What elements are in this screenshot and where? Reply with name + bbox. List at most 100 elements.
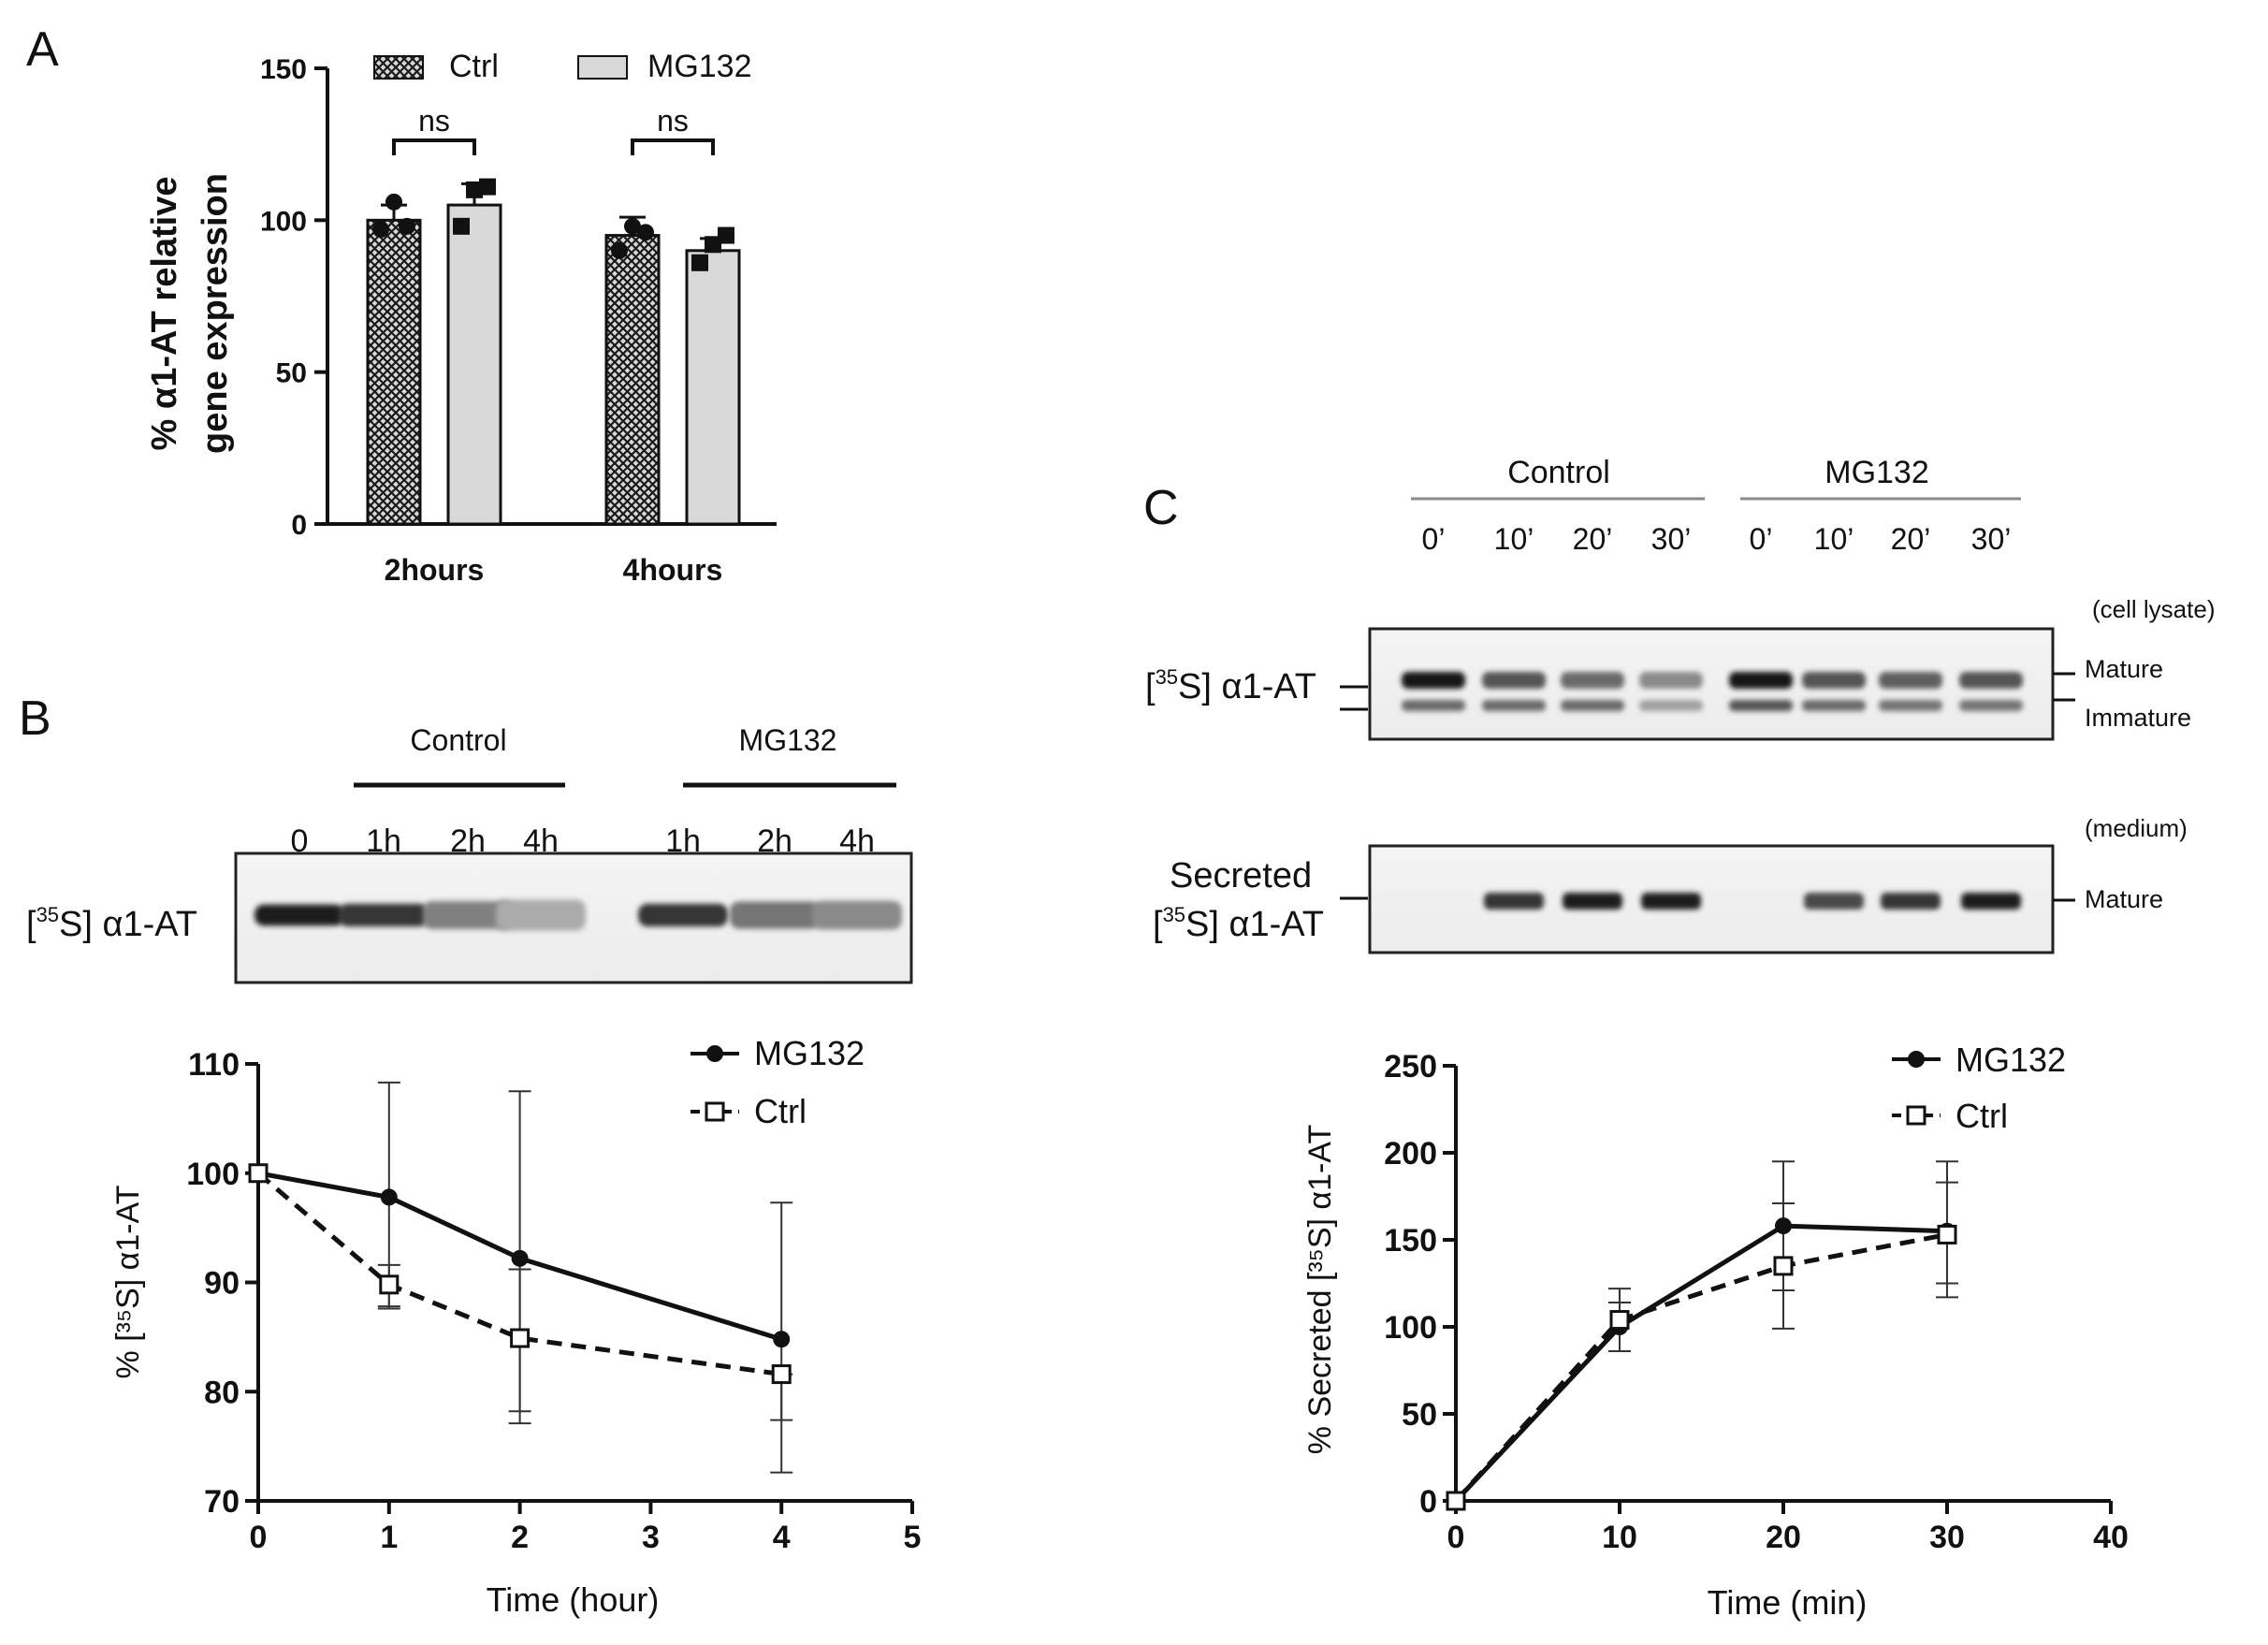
gel-b-lane-label: 0 <box>291 823 309 859</box>
legend-b: MG132 Ctrl <box>691 1034 865 1130</box>
point-ctrl-a <box>399 217 415 235</box>
y-axis-label-a-line1: % α1-AT relative <box>145 177 184 451</box>
gel-c-lysate-immature-label: Immature <box>2085 704 2191 732</box>
series-line-mg132 <box>1454 1223 1948 1503</box>
gel-c-lane-labels: 0’ 10’ 20’ 30’ 0’ 10’ 20’ 30’ <box>1422 522 2012 556</box>
gel-b-band <box>423 901 513 929</box>
point-mg132-a <box>479 178 496 196</box>
significance-bracket-a <box>631 138 715 155</box>
point-ctrl-a <box>385 193 402 211</box>
series-line-mg132 <box>257 1171 782 1342</box>
gel-c-lysate-frame <box>1368 627 2055 741</box>
gel-b-row-label: [35S] α1-AT <box>26 903 197 944</box>
x-tick-label: 10 <box>1602 1520 1637 1555</box>
y-tick-label: 150 <box>1384 1223 1437 1259</box>
legend-c-label-ctrl: Ctrl <box>1955 1097 2008 1135</box>
gel-c-lysate-immature-band <box>1959 700 2023 711</box>
gel-c-lysate-immature-band <box>1402 700 1465 711</box>
x-tick-label-a: 2hours <box>385 553 485 587</box>
panel-label-b: B <box>19 691 51 746</box>
legend-b-marker-ctrl <box>705 1101 725 1122</box>
x-axis-labels-a: 2hours 4hours <box>385 553 723 587</box>
gel-c-lysate-immature-band <box>1482 700 1546 711</box>
y-tick-label: 100 <box>1384 1310 1437 1346</box>
gel-c-lysate-immature-band <box>1639 700 1703 711</box>
gel-c-lane-label: 10’ <box>1814 522 1854 556</box>
gel-c-lysate-mature-band <box>1959 672 2023 689</box>
gel-b-bands <box>254 899 902 931</box>
gel-c-medium-band <box>1484 893 1544 910</box>
gel-b-band <box>339 903 429 927</box>
gel-c-medium-row-label-2: [35S] α1-AT <box>1153 903 1324 944</box>
point-ctrl-a <box>624 217 641 235</box>
y-tick-label: 70 <box>204 1484 240 1520</box>
bar-ctrl-2hours <box>366 218 422 526</box>
y-tick-label: 80 <box>204 1375 240 1410</box>
gel-c-lane-label: 30’ <box>1971 522 2012 556</box>
significance-label-a: ns <box>657 104 689 138</box>
bars-a <box>366 178 741 526</box>
point-mg132-a <box>466 181 483 198</box>
gel-c-medium-condition: (medium) <box>2085 814 2188 842</box>
gel-c-lane-label: 0’ <box>1422 522 1446 556</box>
series-line-ctrl <box>256 1171 782 1377</box>
significance-label-a: ns <box>418 104 450 138</box>
gel-c-lane-label: 0’ <box>1750 522 1773 556</box>
y-tick-label: 250 <box>1384 1049 1437 1085</box>
x-tick-label: 40 <box>2093 1520 2129 1555</box>
gel-b: Control MG132 0 1h 2h 4h 1h 2h 4h [35S] α1-AT <box>26 723 913 984</box>
gel-b-group-mg132: MG132 <box>739 723 837 757</box>
y-axis-label-b: % [³⁵S] α1-AT <box>110 1186 146 1379</box>
gel-c-lane-label: 10’ <box>1494 522 1534 556</box>
gel-c-lane-label: 20’ <box>1891 522 1931 556</box>
legend-b-marker-mg132 <box>706 1045 723 1062</box>
gel-c-lysate-immature-band <box>1879 700 1942 711</box>
x-axis-label-b: Time (hour) <box>487 1580 660 1619</box>
y-axis-label-a-line2: gene expression <box>196 173 235 454</box>
gel-c-medium-band <box>1961 893 2021 910</box>
legend-a: Ctrl MG132 <box>373 49 752 84</box>
legend-swatch-ctrl <box>373 55 424 80</box>
series-b <box>248 1081 793 1474</box>
gel-c-lysate-mature-band <box>1561 672 1624 689</box>
gel-c-medium-row-label-1: Secreted <box>1170 856 1312 895</box>
x-tick-label: 3 <box>642 1520 660 1555</box>
point-mg132-a <box>691 254 708 271</box>
y-tick-label: 110 <box>188 1047 240 1083</box>
marker-ctrl <box>510 1328 531 1348</box>
y-tick-label: 50 <box>1402 1397 1437 1433</box>
point-ctrl-a <box>637 224 654 241</box>
gel-c-lysate-mature-label: Mature <box>2085 655 2163 683</box>
gel-c: Control MG132 0’ 10’ 20’ 30’ 0’ 10’ 20’ 30’ (ce… <box>1145 455 2215 954</box>
series-line-ctrl <box>1454 1231 1948 1503</box>
gel-c-lysate-mature-band <box>1482 672 1546 689</box>
x-tick-label: 5 <box>904 1520 922 1555</box>
y-tick-label: 200 <box>1384 1136 1437 1172</box>
marker-mg132 <box>773 1331 791 1348</box>
legend-label-ctrl: Ctrl <box>449 49 499 84</box>
marker-ctrl <box>379 1274 400 1295</box>
point-mg132-a <box>705 236 721 254</box>
bar-ctrl-4hours <box>604 234 661 526</box>
point-mg132-a <box>718 226 734 244</box>
gel-c-lysate-immature-band <box>1561 700 1624 711</box>
x-tick-label: 0 <box>1447 1520 1465 1555</box>
gel-c-medium-band <box>1563 893 1622 910</box>
gel-c-lysate-mature-band <box>1879 672 1942 689</box>
marker-ctrl <box>1937 1224 1957 1245</box>
gel-c-medium-frame <box>1368 844 2055 954</box>
y-axis-label-c: % Secreted [³⁵S] α1-AT <box>1302 1125 1338 1454</box>
gel-c-lysate-immature-band <box>1802 700 1866 711</box>
panel-label-a: A <box>26 22 59 77</box>
marker-mg132 <box>511 1249 529 1267</box>
gel-c-group-mg132: MG132 <box>1825 455 1929 490</box>
significance-bracket-a <box>392 138 476 155</box>
legend-b-label-ctrl: Ctrl <box>754 1092 807 1130</box>
bar-mg132-2hours <box>446 203 502 526</box>
legend-c: MG132 Ctrl <box>1892 1041 2066 1135</box>
legend-b-label-mg132: MG132 <box>754 1034 865 1072</box>
x-tick-label: 2 <box>511 1520 529 1555</box>
x-tick-label: 0 <box>250 1520 268 1555</box>
gel-c-lane-label: 20’ <box>1573 522 1613 556</box>
